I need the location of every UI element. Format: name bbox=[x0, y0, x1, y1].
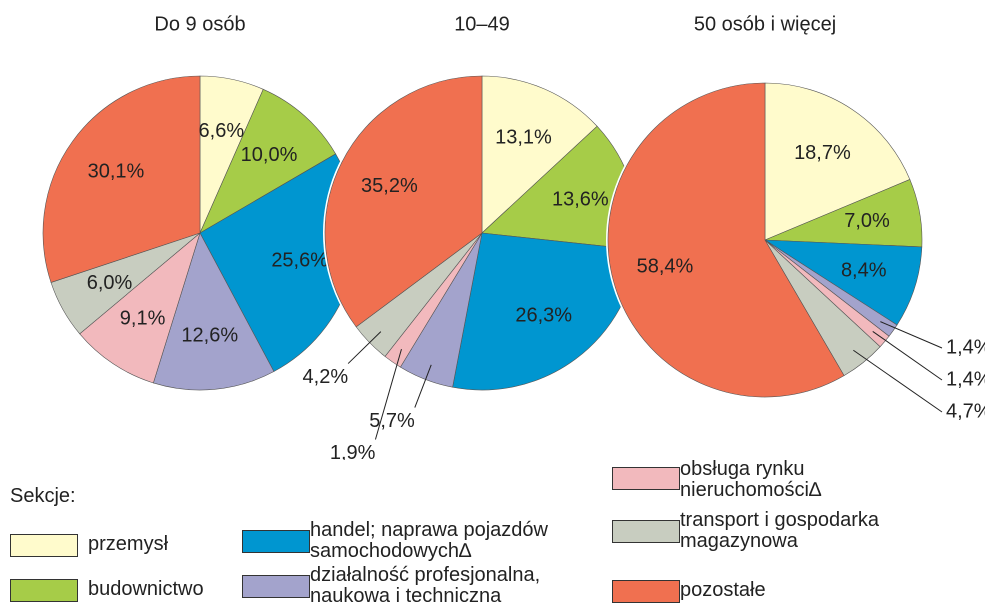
leader-line bbox=[347, 331, 382, 364]
leader-line bbox=[853, 349, 943, 413]
leader-line bbox=[374, 348, 402, 440]
data-label: 25,6% bbox=[271, 250, 328, 272]
legend-label: handel; naprawa pojazdów samochodowych∆ bbox=[310, 519, 548, 562]
data-label: 10,0% bbox=[241, 144, 298, 166]
data-label: 1,4% bbox=[946, 368, 985, 390]
leader-line bbox=[414, 364, 432, 408]
data-label: 12,6% bbox=[181, 324, 238, 346]
pie-slice bbox=[481, 75, 598, 234]
legend-label: przemysł bbox=[88, 533, 169, 555]
legend-swatch bbox=[612, 467, 680, 490]
data-label: 6,0% bbox=[87, 272, 133, 294]
legend-label: działalność profesjonalna, naukowa i tec… bbox=[310, 564, 541, 607]
data-label: 30,1% bbox=[88, 161, 145, 183]
data-label: 13,1% bbox=[495, 126, 552, 148]
legend-swatch bbox=[242, 530, 310, 553]
legend-swatch bbox=[612, 520, 680, 543]
legend-swatch bbox=[612, 580, 680, 603]
data-label: 18,7% bbox=[794, 142, 851, 164]
leader-line bbox=[872, 331, 943, 381]
legend-label: transport i gospodarka magazynowa bbox=[680, 509, 880, 552]
legend-title: Sekcje: bbox=[10, 485, 76, 507]
legend-swatch bbox=[10, 579, 78, 602]
data-label: 26,3% bbox=[515, 305, 572, 327]
data-label: 5,7% bbox=[369, 410, 415, 432]
pie-slice bbox=[42, 75, 201, 283]
pie-slice bbox=[607, 82, 845, 398]
data-label: 8,4% bbox=[841, 260, 887, 282]
pie-title: 50 osób i więcej bbox=[694, 13, 836, 35]
data-label: 4,7% bbox=[946, 400, 985, 422]
data-label: 58,4% bbox=[637, 255, 694, 277]
pie-title: 10–49 bbox=[454, 13, 510, 35]
pie-slice bbox=[324, 75, 483, 328]
pie-slice bbox=[152, 232, 275, 391]
pie-title: Do 9 osób bbox=[154, 13, 245, 35]
data-label: 13,6% bbox=[552, 189, 609, 211]
chart: Do 9 osób 6,6%10,0% 25,6% 12,6% 9,1% 6,0% 30,1… bbox=[41, 13, 985, 460]
data-label: 7,0% bbox=[844, 210, 890, 232]
data-label: 1,4% bbox=[946, 336, 985, 358]
data-label: 6,6% bbox=[199, 120, 245, 142]
pie-slice bbox=[199, 88, 337, 234]
data-label: 4,2% bbox=[303, 366, 349, 388]
legend-swatch bbox=[10, 534, 78, 557]
leader-line bbox=[880, 321, 943, 349]
legend-label: budownictwo bbox=[88, 578, 204, 600]
pie-slice bbox=[79, 232, 201, 384]
legend-label: obsługa rynku nieruchomości∆ bbox=[680, 458, 822, 501]
data-label: 35,2% bbox=[361, 175, 418, 197]
pie-slice bbox=[764, 82, 911, 241]
legend-swatch bbox=[242, 575, 310, 598]
data-label: 1,9% bbox=[330, 442, 376, 460]
data-label: 9,1% bbox=[120, 308, 166, 330]
legend-label: pozostałe bbox=[680, 579, 766, 601]
